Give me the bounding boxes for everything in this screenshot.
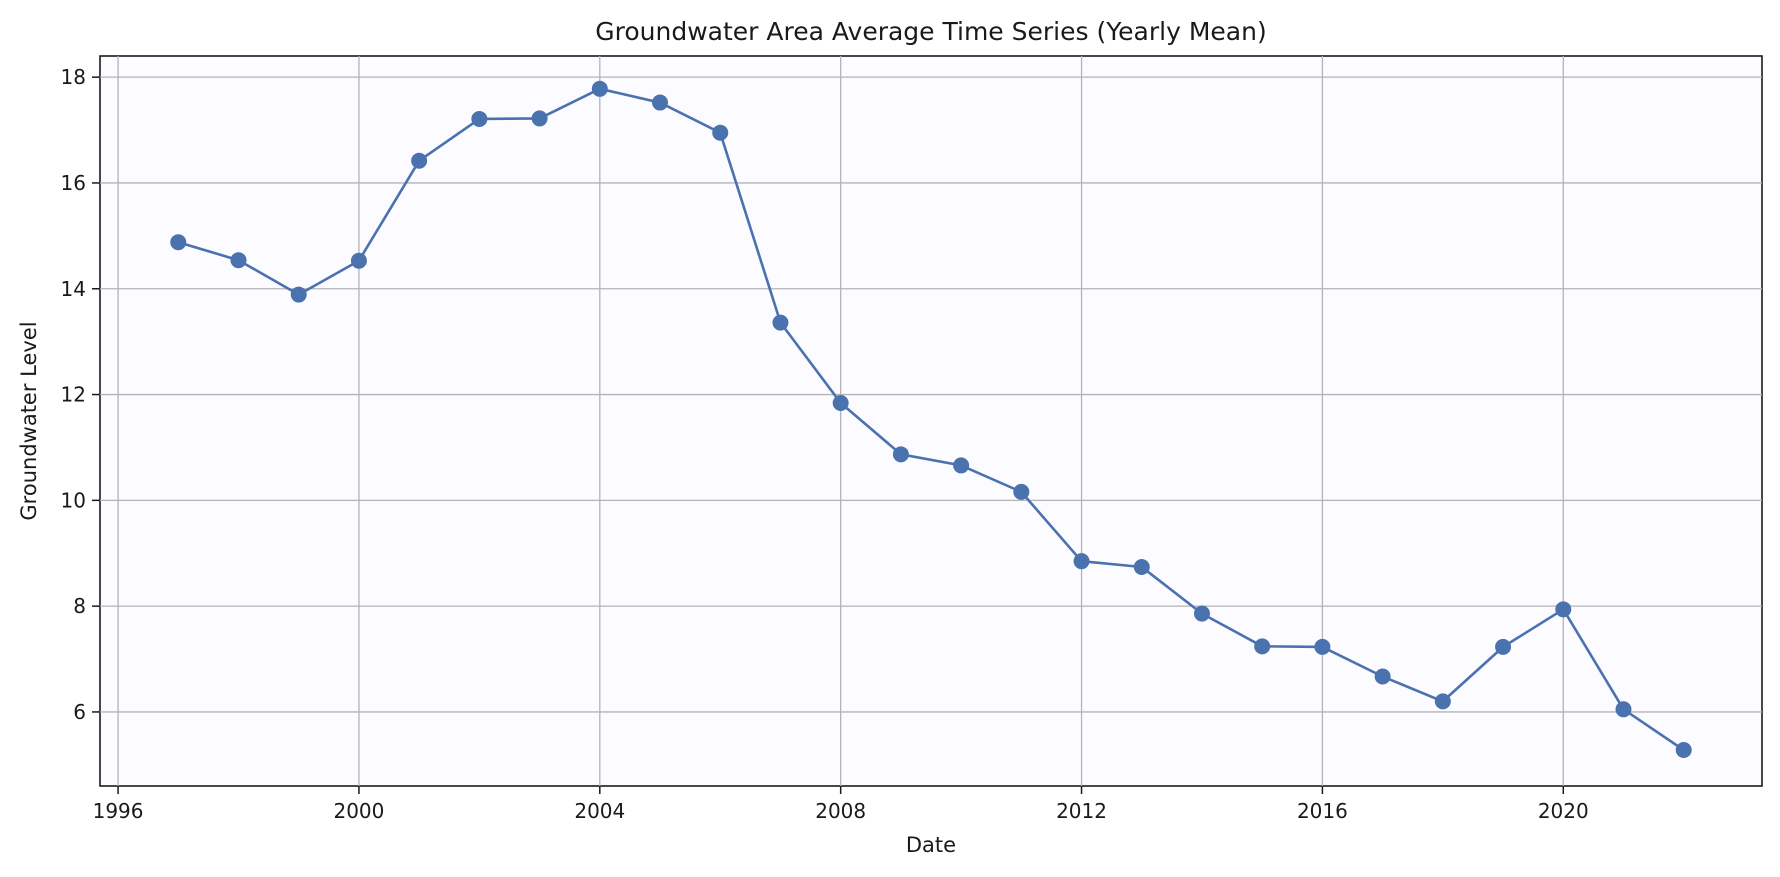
- data-point: [1374, 668, 1391, 685]
- data-point: [772, 314, 789, 331]
- data-point: [1434, 693, 1451, 710]
- y-tick-label: 16: [61, 171, 86, 195]
- y-tick-label: 12: [61, 383, 86, 407]
- data-point: [230, 252, 247, 269]
- x-tick-label: 2008: [815, 799, 866, 823]
- data-point: [591, 80, 608, 97]
- x-tick-label: 2004: [574, 799, 625, 823]
- x-tick-label: 2016: [1297, 799, 1348, 823]
- data-point: [1133, 559, 1150, 575]
- axis-ticks: 1996 2000 2004 2008 2012 2016 2020 6 8 10 12 14 16 18: [61, 65, 1589, 823]
- y-tick-label: 14: [61, 277, 86, 301]
- data-point: [471, 110, 488, 127]
- data-point: [892, 446, 909, 463]
- data-point: [1314, 638, 1331, 655]
- y-tick-label: 6: [73, 700, 86, 724]
- grid-lines: [100, 56, 1762, 786]
- y-axis-label: Groundwater Level: [17, 321, 41, 520]
- data-point: [1193, 605, 1210, 622]
- series-line: [170, 80, 1692, 759]
- series-path: [177, 87, 1685, 752]
- data-point: [411, 152, 428, 169]
- x-tick-label: 2000: [333, 799, 384, 823]
- data-point: [1615, 701, 1632, 718]
- y-tick-label: 8: [73, 594, 86, 618]
- data-point: [832, 395, 849, 412]
- data-point: [712, 124, 729, 141]
- x-tick-label: 1996: [93, 799, 144, 823]
- x-tick-label: 2020: [1538, 799, 1589, 823]
- data-point: [652, 94, 669, 111]
- data-point: [1073, 553, 1090, 570]
- data-point: [1495, 638, 1512, 655]
- data-point: [290, 286, 307, 303]
- data-point: [170, 234, 187, 251]
- data-point: [1013, 483, 1030, 500]
- data-point: [350, 252, 367, 269]
- data-point: [953, 457, 970, 474]
- data-point: [1675, 742, 1692, 759]
- data-point: [1254, 638, 1271, 655]
- data-point: [1555, 601, 1572, 618]
- y-tick-label: 10: [61, 488, 86, 512]
- data-point: [531, 110, 548, 127]
- x-axis-label: Date: [906, 833, 956, 857]
- x-tick-label: 2012: [1056, 799, 1107, 823]
- chart-title: Groundwater Area Average Time Series (Ye…: [595, 17, 1266, 46]
- plot-area: [99, 55, 1763, 787]
- y-tick-label: 18: [61, 65, 86, 89]
